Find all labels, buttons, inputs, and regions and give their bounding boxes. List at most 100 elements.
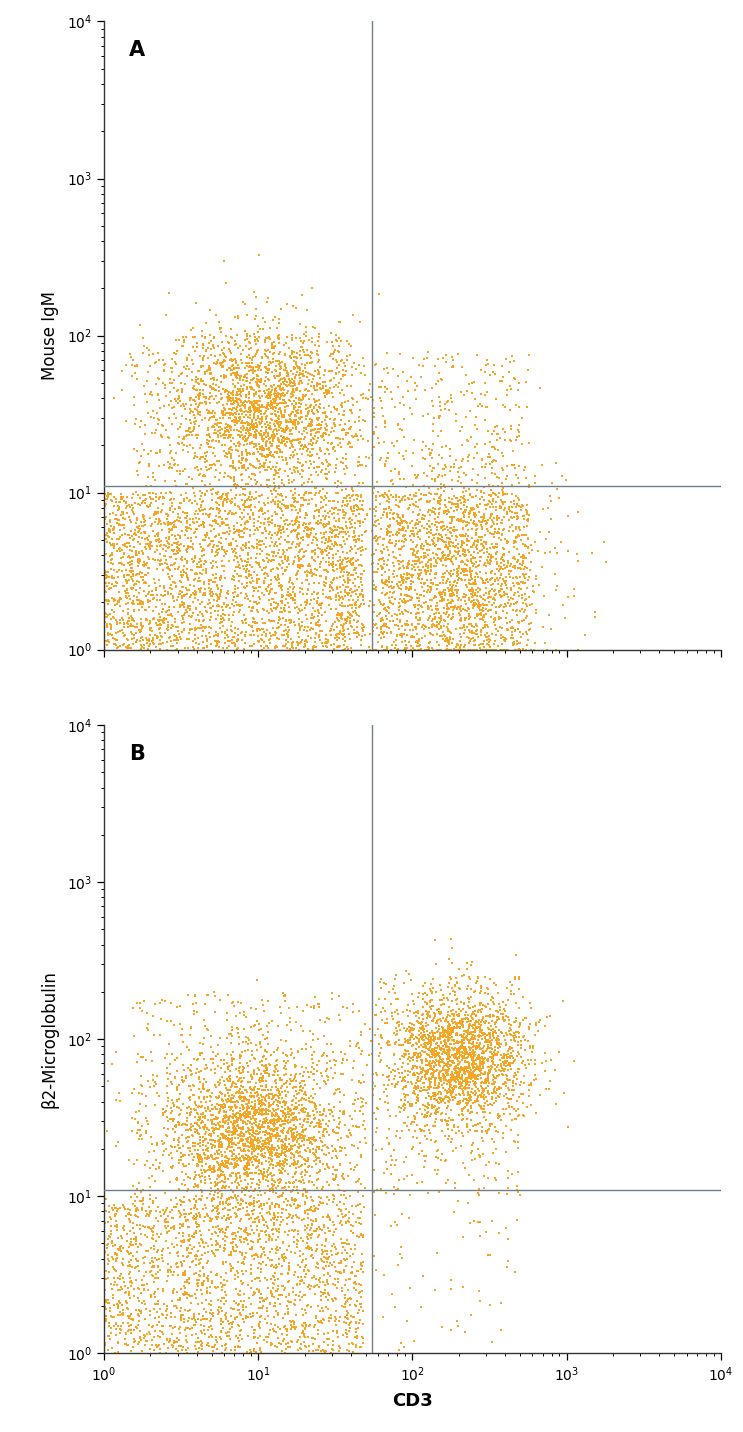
Point [303, 481, 315, 504]
Point [245, 1277, 257, 1300]
Point [227, 402, 239, 425]
Point [334, 1136, 345, 1158]
Point [265, 1282, 277, 1305]
Point [455, 471, 467, 494]
Point [398, 1095, 409, 1118]
Point [481, 1108, 493, 1131]
Point [315, 440, 327, 463]
Point [145, 514, 157, 537]
Point [400, 1146, 412, 1169]
Point [194, 378, 206, 401]
Point [196, 1184, 208, 1207]
Point [486, 1047, 498, 1070]
Point [181, 1246, 193, 1269]
Point [356, 1087, 368, 1110]
Point [349, 1264, 361, 1287]
Point [181, 599, 192, 621]
Point [293, 1081, 305, 1104]
Point [431, 510, 443, 533]
Point [270, 1141, 282, 1164]
Point [432, 1035, 444, 1058]
Point [343, 1302, 354, 1325]
Point [259, 445, 270, 468]
Point [513, 977, 525, 1000]
Point [294, 339, 306, 362]
Point [345, 335, 357, 358]
Point [221, 402, 233, 425]
Point [283, 609, 295, 632]
Point [158, 394, 169, 417]
Point [470, 1074, 481, 1097]
Point [210, 1216, 222, 1239]
Point [264, 1143, 276, 1166]
Point [160, 1100, 172, 1123]
Point [264, 1126, 276, 1148]
Point [253, 1114, 265, 1137]
Point [189, 1283, 201, 1306]
Point [411, 375, 423, 398]
Point [294, 369, 306, 392]
Point [485, 544, 497, 567]
Point [434, 1068, 446, 1091]
Point [114, 1274, 126, 1297]
Point [511, 630, 523, 653]
Point [103, 1224, 115, 1247]
Point [136, 540, 148, 563]
Point [250, 342, 262, 365]
Point [205, 601, 217, 624]
Point [285, 432, 296, 455]
Point [312, 464, 324, 487]
Point [341, 1339, 353, 1362]
Point [221, 1146, 233, 1169]
Point [176, 404, 188, 427]
Point [143, 633, 155, 656]
Point [133, 541, 145, 564]
Point [448, 1067, 460, 1090]
Point [392, 573, 403, 596]
Point [313, 498, 325, 521]
Point [233, 407, 244, 430]
Point [491, 1005, 503, 1028]
Point [275, 574, 287, 597]
Point [339, 547, 351, 570]
Point [484, 580, 496, 603]
Point [279, 485, 291, 508]
Point [545, 490, 557, 513]
Point [410, 1078, 422, 1101]
Point [253, 1151, 265, 1174]
Point [473, 1058, 484, 1081]
Point [325, 617, 337, 640]
Point [431, 1140, 443, 1163]
Point [370, 639, 382, 662]
Point [293, 421, 305, 444]
Point [170, 1116, 182, 1138]
Point [273, 401, 285, 424]
Point [100, 589, 111, 611]
Point [297, 1121, 309, 1144]
Point [380, 569, 392, 591]
Point [205, 569, 217, 591]
Point [198, 1106, 210, 1128]
Point [196, 1180, 208, 1203]
Point [201, 1078, 213, 1101]
Point [265, 374, 277, 397]
Point [368, 543, 380, 566]
Point [253, 531, 265, 554]
Point [250, 551, 262, 574]
Point [355, 1073, 367, 1095]
Point [201, 1240, 213, 1263]
Point [406, 982, 418, 1005]
Point [285, 1194, 296, 1217]
Point [198, 544, 210, 567]
Point [202, 1137, 214, 1160]
Point [316, 632, 328, 654]
Point [321, 1121, 333, 1144]
Point [434, 583, 446, 606]
Point [383, 544, 395, 567]
Point [306, 540, 318, 563]
Point [113, 551, 125, 574]
Point [504, 1038, 516, 1061]
Point [205, 435, 217, 458]
Point [239, 521, 250, 544]
Point [473, 998, 485, 1021]
